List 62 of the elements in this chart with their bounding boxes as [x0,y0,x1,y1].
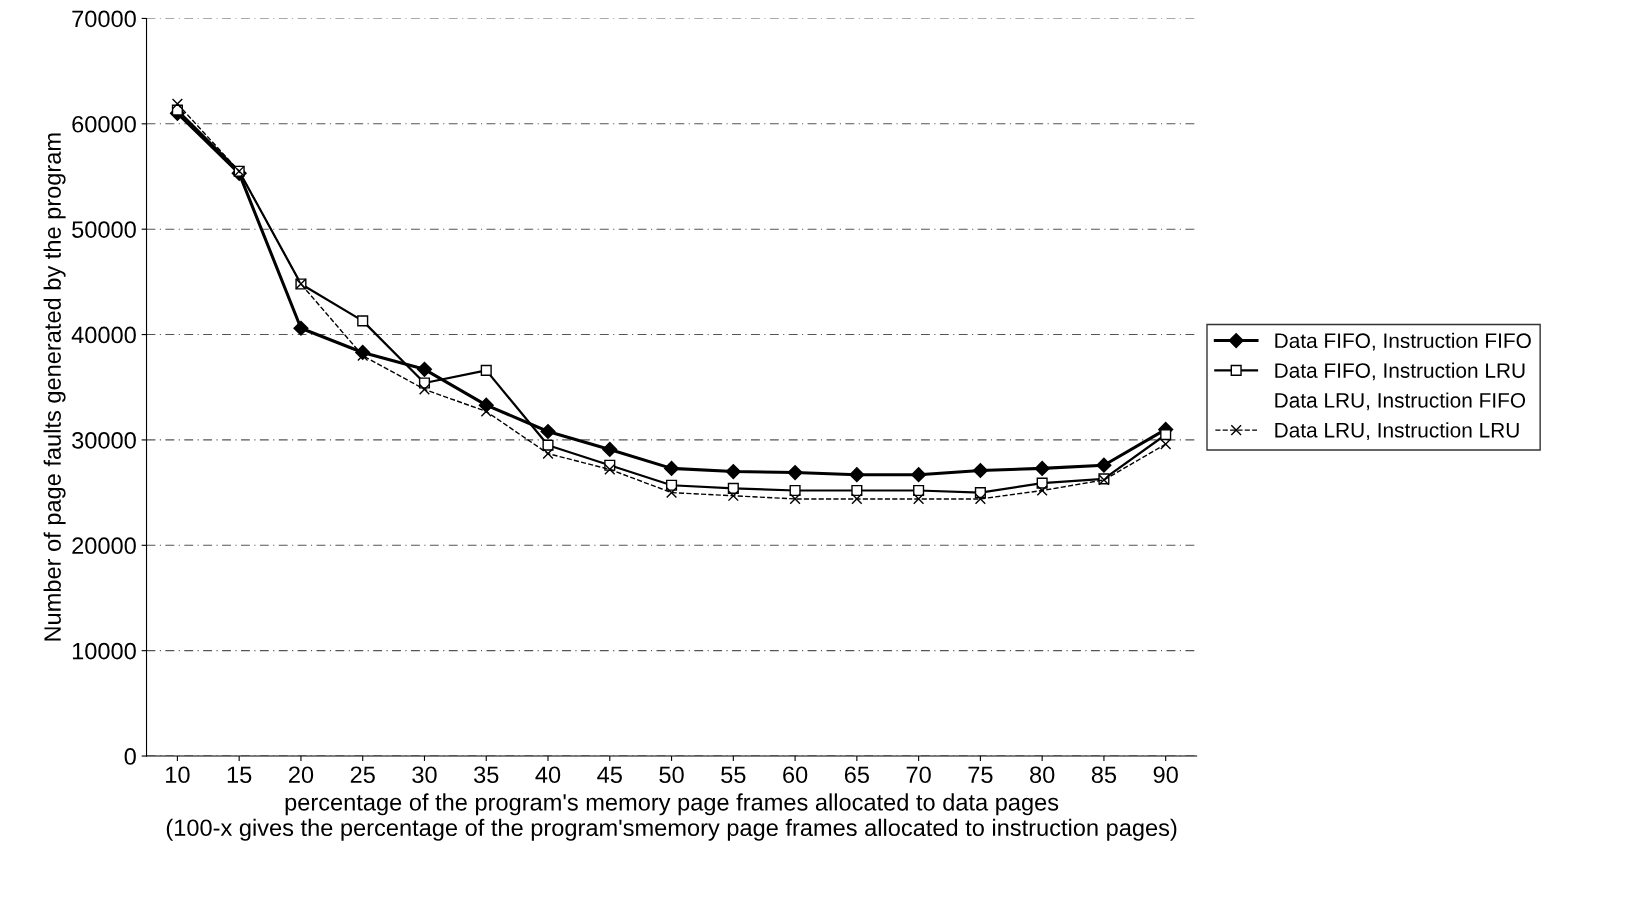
legend-label: Data FIFO, Instruction FIFO [1275,332,1531,351]
point [789,484,801,497]
point [849,467,865,483]
x-tick-label: 10 [166,766,190,784]
point [911,467,927,483]
x-tick-label: 70 [906,766,931,784]
point [851,493,863,505]
point [787,465,803,481]
point [1034,460,1050,476]
point [974,493,986,505]
x-tick-label: 15 [227,766,252,784]
point [293,320,309,336]
point [540,423,556,440]
point [789,493,801,505]
y-tick-label: 10000 [72,642,136,660]
point [1036,484,1048,497]
x-axis-title: percentage of the program's memory page frames allocated to data pages (100-x gives the percentage of the program'smemory page frames allocated to instruction pages) [166,793,1177,841]
x-tick-label: 30 [412,766,437,784]
point [604,463,616,475]
x-tick-label: 75 [968,766,993,784]
y-tick-label: 20000 [72,537,136,555]
point [1160,429,1172,441]
y-tick-label: 70000 [72,10,136,28]
x-tick-label: 55 [721,766,746,784]
x-tick-label: 80 [1030,766,1055,784]
y-axis-title: Number of page faults generated by the program [43,133,66,641]
y-tick-label: 0 [124,748,136,765]
point [418,383,431,395]
point [1096,457,1112,473]
point [1160,438,1172,450]
point [725,463,741,480]
point [416,361,433,377]
x-tick-label: 35 [474,766,499,784]
point [171,98,183,110]
text: Data LRU, Instruction FIFO [1275,392,1526,411]
point [913,484,925,497]
point [665,487,678,499]
y-tick-label: 30000 [72,431,136,449]
x-tick-label: 60 [783,766,808,784]
x-tick-label: 40 [535,766,561,784]
x-tick-label: 90 [1153,766,1178,784]
x-tick-label: 20 [289,766,314,784]
point [851,484,863,497]
point [357,315,369,327]
y-tick-label: 60000 [72,115,136,133]
point [542,439,554,451]
point [663,460,680,476]
point [480,364,492,376]
y-tick-label: 50000 [72,221,136,238]
x-tick-label: 50 [659,766,684,784]
point [727,490,739,502]
x-tick-label: 45 [597,766,622,784]
x-tick-label: 25 [350,766,375,784]
point [913,493,925,505]
point [602,441,618,457]
x-tick-label: 65 [844,766,869,784]
legend-label: Data LRU, Instruction LRU [1275,422,1519,441]
legend-label: Data FIFO, Instruction LRU [1275,362,1525,381]
y-tick-label: 40000 [71,326,136,344]
point [972,462,988,479]
point [542,448,554,460]
x-tick-label: 85 [1091,766,1117,784]
